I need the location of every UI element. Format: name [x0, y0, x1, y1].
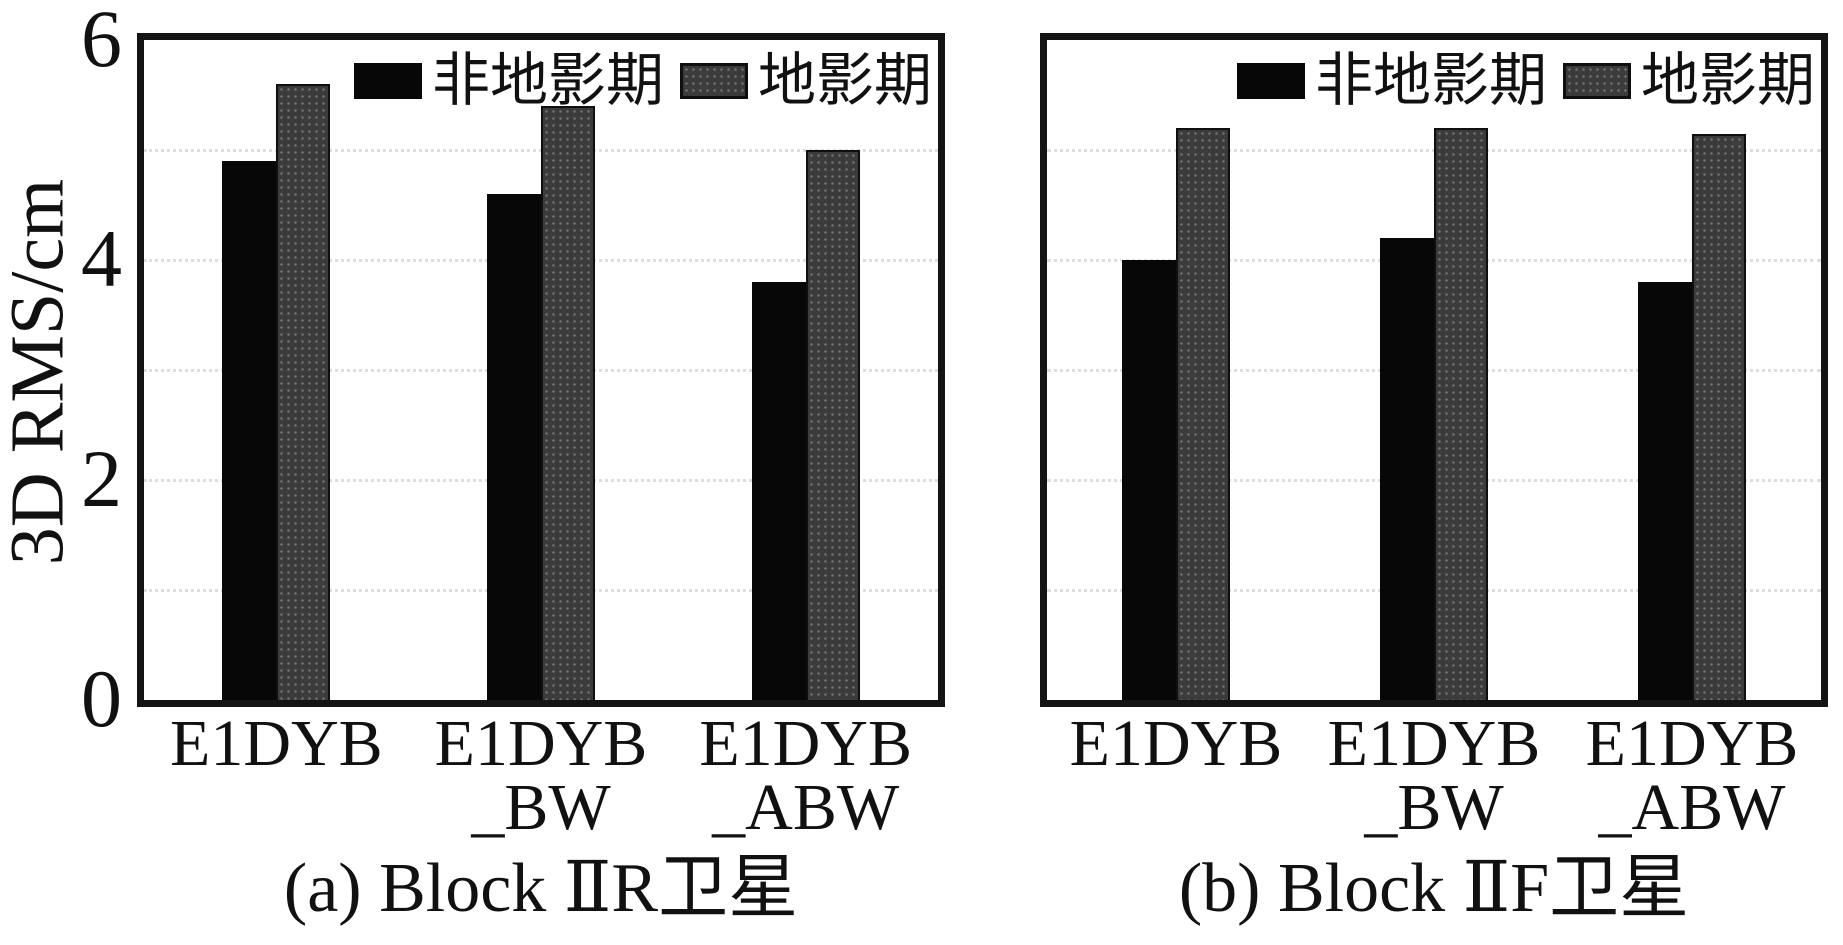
- legend-swatch-gray: [679, 63, 748, 99]
- x-tick-label-line: E1DYB: [1327, 707, 1541, 780]
- legend-swatch-black: [353, 63, 422, 99]
- bar-eclipse-E1DYB_ABW: [1692, 133, 1746, 700]
- y-tick-label-4: 4: [81, 213, 122, 304]
- legend-label: 地影期: [757, 48, 932, 113]
- x-tick-label-E1DYB_ABW: E1DYB _ABW: [636, 707, 976, 844]
- caption-b: (b) Block ⅡF卫星: [1178, 850, 1690, 927]
- x-tick-label-line: E1DYB: [1069, 707, 1283, 780]
- plot-inner-b: 非地影期 地影期: [1047, 40, 1821, 700]
- x-tick-label-E1DYB_BW: E1DYB _BW: [1264, 707, 1604, 844]
- legend-item: 非地影期: [353, 48, 664, 113]
- bar-non-eclipse-E1DYB_ABW: [751, 282, 806, 700]
- legend-item: 地影期: [1562, 48, 1815, 113]
- x-tick-label-E1DYB_ABW: E1DYB _ABW: [1522, 707, 1843, 844]
- x-tick-label-line: E1DYB: [434, 707, 648, 780]
- bar-non-eclipse-E1DYB: [1122, 260, 1176, 700]
- bar-non-eclipse-E1DYB: [222, 161, 277, 700]
- x-tick-label-line: _ABW: [712, 771, 900, 844]
- legend-swatch-black: [1236, 63, 1305, 99]
- bar-non-eclipse-E1DYB_ABW: [1638, 282, 1692, 700]
- plot-area-b: 非地影期 地影期: [1040, 33, 1828, 707]
- legend-label: 地影期: [1640, 48, 1815, 113]
- x-tick-label-line: _BW: [1364, 771, 1504, 844]
- y-tick-label-6: 6: [81, 0, 122, 84]
- bar-eclipse-E1DYB_BW: [1434, 128, 1488, 700]
- x-tick-label-E1DYB: E1DYB: [1006, 707, 1346, 780]
- y-tick-label-2: 2: [81, 433, 122, 524]
- x-tick-label-line: E1DYB: [1585, 707, 1799, 780]
- plot-inner-a: 非地影期 地影期: [144, 40, 938, 700]
- legend: 非地影期 地影期: [353, 48, 932, 113]
- bar-eclipse-E1DYB: [1176, 128, 1230, 700]
- bar-eclipse-E1DYB_ABW: [805, 150, 860, 700]
- chart-panel-b: 非地影期 地影期 (b) Block ⅡF卫星 E1DYB E1DYB _BW E1DY…: [1040, 0, 1828, 945]
- legend-swatch-gray: [1562, 63, 1631, 99]
- x-tick-label-line: E1DYB: [699, 707, 912, 780]
- x-tick-label-E1DYB_BW: E1DYB _BW: [371, 707, 711, 844]
- bar-eclipse-E1DYB: [276, 84, 331, 700]
- bar-non-eclipse-E1DYB_BW: [1380, 238, 1434, 700]
- legend-label: 非地影期: [431, 48, 664, 113]
- legend-item: 非地影期: [1236, 48, 1547, 113]
- y-tick-label-0: 0: [81, 653, 122, 744]
- chart-panel-a: 非地影期 地影期 (a) Block ⅡR卫星 E1DYB E1DYB _BW E1DY…: [137, 0, 945, 945]
- bar-eclipse-E1DYB_BW: [541, 106, 595, 700]
- x-tick-label-E1DYB: E1DYB: [106, 707, 446, 780]
- x-tick-label-line: E1DYB: [170, 707, 383, 780]
- legend-label: 非地影期: [1314, 48, 1547, 113]
- x-tick-label-line: _ABW: [1598, 771, 1786, 844]
- x-tick-label-line: _BW: [471, 771, 611, 844]
- plot-area-a: 非地影期 地影期: [137, 33, 945, 707]
- legend: 非地影期 地影期: [1236, 48, 1815, 113]
- legend-item: 地影期: [679, 48, 932, 113]
- caption-a: (a) Block ⅡR卫星: [283, 850, 799, 927]
- bar-non-eclipse-E1DYB_BW: [487, 194, 541, 700]
